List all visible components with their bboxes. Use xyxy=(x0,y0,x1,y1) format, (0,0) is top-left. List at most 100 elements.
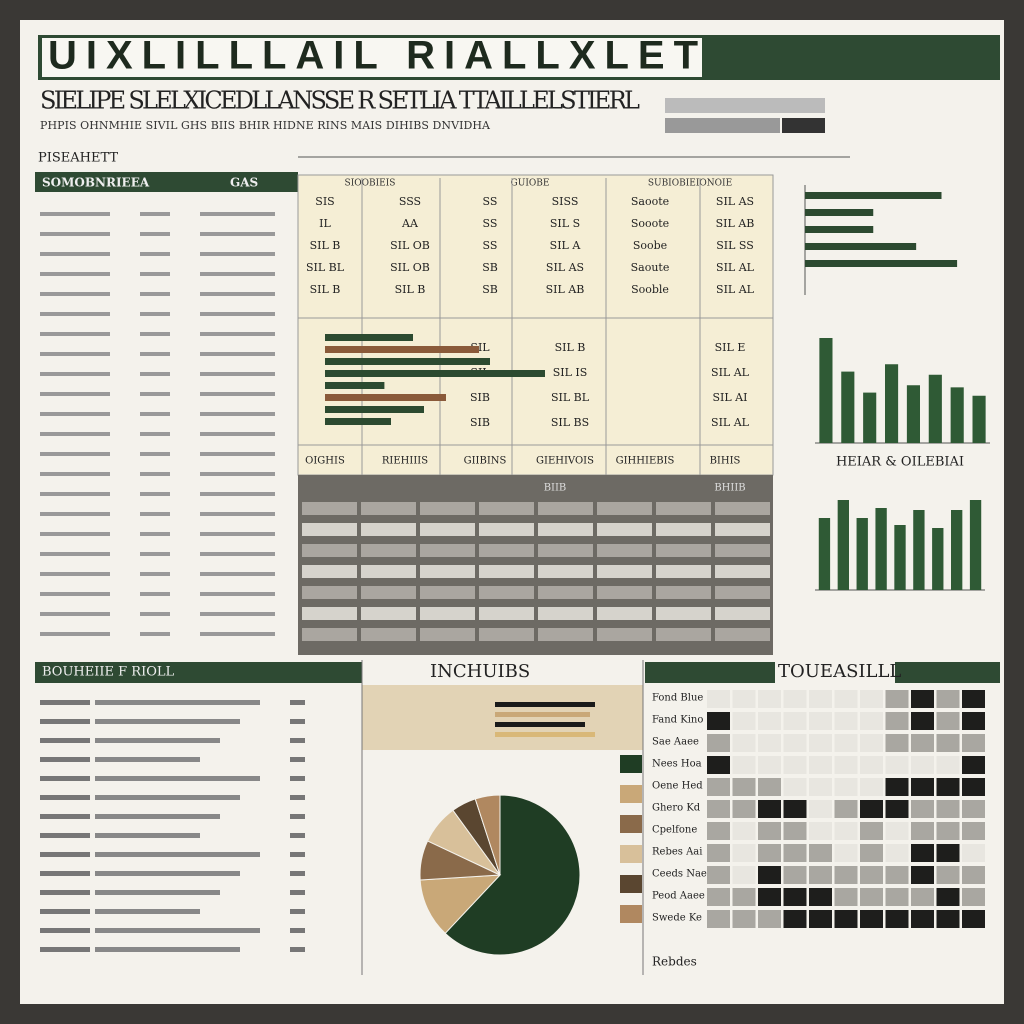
legend-bg xyxy=(362,685,643,750)
row-placeholder xyxy=(200,532,275,536)
bar xyxy=(969,500,982,590)
heat-cell xyxy=(962,800,985,818)
table-cell: SIL AL xyxy=(716,283,755,296)
heat-cell xyxy=(860,910,883,928)
row-placeholder xyxy=(40,272,110,276)
heat-cell xyxy=(860,756,883,774)
dark-cell xyxy=(656,502,711,515)
table-cell: SIL AB xyxy=(546,283,585,296)
bar xyxy=(932,528,944,590)
heat-cell xyxy=(758,888,781,906)
button[interactable] xyxy=(782,118,825,133)
row-placeholder xyxy=(290,738,305,743)
heat-cell xyxy=(707,734,730,752)
table-cell: SIL AB xyxy=(716,217,755,230)
heat-cell xyxy=(962,712,985,730)
bar xyxy=(325,406,424,413)
input[interactable] xyxy=(665,118,780,133)
row-placeholder xyxy=(200,252,275,256)
heat-cell xyxy=(783,866,807,884)
row-placeholder xyxy=(290,833,305,838)
row-placeholder xyxy=(200,432,275,436)
heat-cell xyxy=(911,800,934,818)
bar xyxy=(972,395,986,443)
heat-cell xyxy=(911,712,934,730)
row-placeholder xyxy=(40,700,90,705)
bar xyxy=(325,394,446,401)
row-placeholder xyxy=(200,272,275,276)
title: UIXLILLLAIL RIALLXLET xyxy=(48,34,698,78)
heat-cell xyxy=(885,844,909,862)
row-placeholder xyxy=(40,332,110,336)
dark-cell xyxy=(420,502,475,515)
heat-cell xyxy=(936,800,960,818)
row-placeholder xyxy=(200,452,275,456)
heat-cell xyxy=(834,910,858,928)
dark-header: BHIIB xyxy=(714,483,745,494)
input[interactable] xyxy=(665,98,825,113)
table-header: SUBIOBIEIONOIE xyxy=(648,179,732,189)
bar xyxy=(856,518,868,590)
table-footer: BIHIS xyxy=(710,456,741,467)
row-placeholder xyxy=(140,312,170,316)
bar xyxy=(325,370,545,377)
table-footer: GIEHIVOIS xyxy=(536,456,594,467)
dark-cell xyxy=(361,607,416,620)
section-label: PISEAHETT xyxy=(38,151,118,166)
row-placeholder xyxy=(290,871,305,876)
row-placeholder xyxy=(40,452,110,456)
row-label: Fond Blue xyxy=(652,693,703,704)
heat-cell xyxy=(783,822,807,840)
row-placeholder xyxy=(200,292,275,296)
row-placeholder xyxy=(200,332,275,336)
row-placeholder xyxy=(140,372,170,376)
row-placeholder xyxy=(290,757,305,762)
heat-cell xyxy=(732,910,756,928)
row-placeholder xyxy=(290,852,305,857)
heat-cell xyxy=(707,888,730,906)
dark-cell xyxy=(420,586,475,599)
heat-cell xyxy=(809,844,832,862)
row-placeholder xyxy=(290,890,305,895)
row-placeholder xyxy=(95,700,260,705)
table-cell: SIL IS xyxy=(553,366,588,379)
dark-cell xyxy=(361,586,416,599)
heat-cell xyxy=(885,822,909,840)
bar xyxy=(950,387,964,443)
row-label: Fand Kino xyxy=(652,715,703,726)
heat-cell xyxy=(783,800,807,818)
dark-cell xyxy=(597,607,652,620)
row-placeholder xyxy=(140,332,170,336)
dark-cell xyxy=(538,628,593,641)
row-placeholder xyxy=(40,814,90,819)
table-header: GUIOBE xyxy=(511,179,550,189)
table-cell: SIS xyxy=(315,195,334,208)
heat-cell xyxy=(936,756,960,774)
row-placeholder xyxy=(95,833,200,838)
heat-cell xyxy=(885,800,909,818)
dark-cell xyxy=(715,502,770,515)
footer-label: Rebdes xyxy=(652,955,697,969)
dark-cell xyxy=(420,607,475,620)
table-cell: SIL A xyxy=(550,239,582,252)
table-cell: SIL AS xyxy=(546,261,584,274)
heat-cell xyxy=(707,756,730,774)
row-placeholder xyxy=(40,232,110,236)
dark-cell xyxy=(597,586,652,599)
table-cell: AA xyxy=(401,217,419,230)
table-cell: Sooble xyxy=(631,283,669,296)
row-placeholder xyxy=(200,632,275,636)
heat-cell xyxy=(962,734,985,752)
row-placeholder xyxy=(140,252,170,256)
heat-cell xyxy=(783,734,807,752)
table-cell: IL xyxy=(319,217,331,230)
row-placeholder xyxy=(40,432,110,436)
row-placeholder xyxy=(200,512,275,516)
pie-slice xyxy=(474,794,501,876)
row-placeholder xyxy=(95,909,200,914)
heat-cell xyxy=(911,866,934,884)
row-placeholder xyxy=(40,612,110,616)
legend-swatch xyxy=(620,905,642,923)
heat-cell xyxy=(834,866,858,884)
